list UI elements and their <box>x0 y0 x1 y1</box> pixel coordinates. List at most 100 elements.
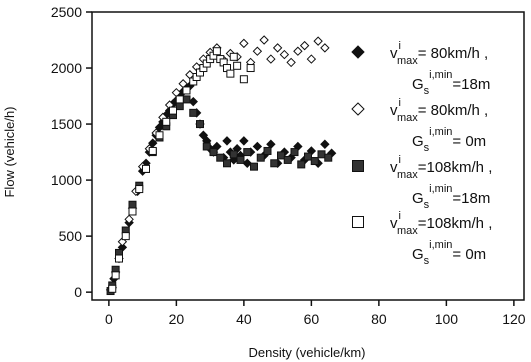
data-point <box>142 164 150 173</box>
data-point <box>239 38 249 49</box>
series-2 <box>107 35 330 293</box>
data-point <box>290 148 299 157</box>
plot-axes <box>91 11 525 301</box>
y-axis-label: Flow (vehicle/h) <box>2 106 17 197</box>
data-point <box>209 148 218 157</box>
data-point <box>250 162 258 171</box>
data-point <box>286 57 296 68</box>
data-point <box>263 146 272 155</box>
data-point <box>299 40 310 51</box>
data-point <box>108 284 117 293</box>
data-point <box>229 155 239 165</box>
legend-item: vi max= 80km/h ,Gsi,min=18m <box>351 40 490 97</box>
data-point <box>175 95 184 104</box>
data-point <box>252 141 263 152</box>
legend-label-line2: Gsi,min= 0m <box>412 126 486 154</box>
data-point <box>182 86 191 95</box>
data-point <box>212 47 221 56</box>
y-tick-label: 500 <box>59 228 83 244</box>
data-point <box>324 153 333 162</box>
data-point <box>229 52 238 61</box>
legend-marker <box>352 160 364 172</box>
data-point <box>246 64 255 73</box>
data-point <box>229 150 238 159</box>
data-point <box>148 146 157 155</box>
y-tick-label: 1000 <box>51 172 82 188</box>
plot-frame <box>91 11 525 301</box>
data-point <box>175 102 184 111</box>
legend-item: vi max=108km/h ,Gsi,min= 0m <box>352 210 492 267</box>
series-3 <box>106 95 333 296</box>
legend-label-line1: vi max=108km/h , <box>390 210 492 237</box>
data-point <box>266 54 276 64</box>
data-point <box>320 43 330 53</box>
data-point <box>196 120 204 129</box>
x-tick-label: 40 <box>236 311 252 327</box>
series-4 <box>108 47 255 293</box>
data-point <box>297 160 306 169</box>
data-point <box>155 131 164 140</box>
data-point <box>283 155 292 164</box>
legend-marker <box>351 102 365 116</box>
data-point <box>188 96 198 107</box>
data-point <box>124 214 134 225</box>
data-point <box>226 69 235 78</box>
data-points <box>105 35 337 296</box>
data-point <box>310 157 319 166</box>
data-point <box>306 54 317 64</box>
data-point <box>243 148 252 157</box>
x-tick-label: 80 <box>371 311 387 327</box>
data-point <box>256 153 265 162</box>
x-tick-label: 0 <box>105 311 113 327</box>
data-point <box>239 136 249 146</box>
legend-label-line2: Gsi,min= 0m <box>412 239 486 267</box>
data-point <box>233 61 242 70</box>
data-point <box>121 232 130 241</box>
data-point <box>272 43 283 53</box>
legend-label-line1: vi max= 80km/h , <box>390 97 488 124</box>
data-point <box>198 130 209 140</box>
data-point <box>277 151 285 160</box>
x-tick-label: 120 <box>502 311 526 327</box>
legend-label-line1: vi max=108km/h , <box>390 154 492 181</box>
data-point <box>128 207 137 216</box>
legend-label-line2: Gsi,min=18m <box>412 183 490 211</box>
legend-marker <box>351 45 365 59</box>
data-point <box>202 142 211 151</box>
tick-group: 0 20 40 60 80 100 120 0 500 1000 1500 2000 2500 <box>51 4 526 327</box>
y-tick-label: 0 <box>74 284 82 300</box>
x-tick-label: 60 <box>304 311 320 327</box>
legend-label-line2: Gsi,min=18m <box>412 69 490 97</box>
data-point <box>128 200 137 209</box>
data-point <box>135 185 144 194</box>
data-point <box>252 46 263 56</box>
y-tick-label: 2000 <box>51 60 82 76</box>
x-tick-label: 20 <box>169 311 185 327</box>
data-point <box>279 49 290 60</box>
data-point <box>242 158 252 168</box>
data-point <box>162 117 171 126</box>
y-tick-label: 2500 <box>51 4 82 20</box>
data-point <box>169 106 177 115</box>
data-point <box>293 46 303 56</box>
data-point <box>236 155 245 164</box>
y-tick-label: 1500 <box>51 116 82 132</box>
legend-item: vi max=108km/h ,Gsi,min=18m <box>352 154 492 211</box>
data-point <box>115 254 123 263</box>
data-point <box>304 152 312 161</box>
data-point <box>320 139 330 149</box>
data-point <box>313 36 323 46</box>
legend-item: vi max= 80km/h ,Gsi,min= 0m <box>351 97 488 154</box>
data-point <box>259 35 269 45</box>
data-point <box>222 136 232 146</box>
data-point <box>239 75 248 84</box>
data-point <box>223 159 231 168</box>
data-point <box>216 153 225 162</box>
data-point <box>270 159 279 168</box>
legend-marker <box>352 216 364 228</box>
data-point <box>111 271 120 280</box>
x-axis-label: Density (vehicle/km) <box>248 345 365 360</box>
legend-label-line1: vi max= 80km/h , <box>390 40 488 67</box>
